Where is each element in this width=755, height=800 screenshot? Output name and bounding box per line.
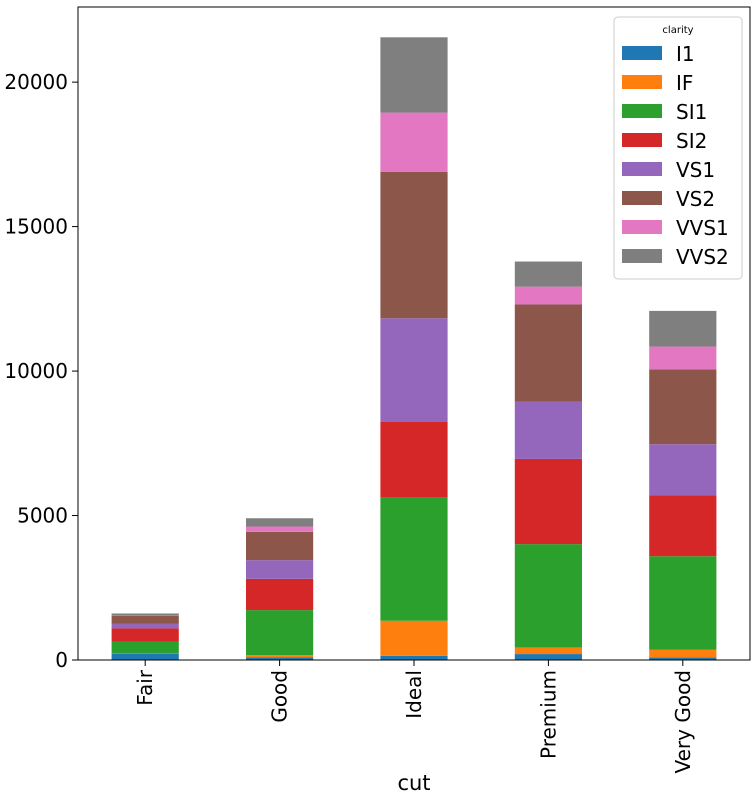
bar-segment-fair-vs1 (111, 623, 179, 629)
bar-segment-good-si1 (246, 610, 314, 656)
bar-segment-very-good-i1 (649, 657, 717, 660)
legend-swatch-vs1 (622, 162, 662, 176)
bar-segment-good-si2 (246, 578, 314, 611)
y-tick-label: 5000 (17, 504, 68, 528)
legend-label-si1: SI1 (676, 100, 707, 124)
legend-label-i1: I1 (676, 42, 695, 66)
x-axis-title: cut (397, 771, 430, 795)
bars-layer (111, 37, 717, 660)
bar-segment-premium-vvs1 (514, 286, 582, 305)
bar-segment-premium-i1 (514, 654, 582, 660)
bar-segment-very-good-vvs2 (649, 310, 717, 347)
legend-swatch-vs2 (622, 191, 662, 205)
legend-label-vs2: VS2 (676, 187, 715, 211)
y-tick-label: 15000 (4, 215, 68, 239)
bar-segment-fair-si2 (111, 628, 179, 642)
bar-segment-good-i1 (246, 657, 314, 660)
legend-swatch-i1 (622, 46, 662, 60)
bar-segment-fair-i1 (111, 653, 179, 660)
legend-label-vs1: VS1 (676, 158, 715, 182)
bar-segment-ideal-vvs2 (380, 37, 448, 113)
legend-label-vvs1: VVS1 (676, 216, 729, 240)
legend-title: clarity (662, 25, 693, 36)
bar-segment-premium-vs1 (514, 401, 582, 459)
bar-segment-good-vs1 (246, 560, 314, 579)
bar-segment-premium-si2 (514, 458, 582, 545)
bar-segment-premium-vvs2 (514, 261, 582, 287)
bar-segment-ideal-si1 (380, 497, 448, 621)
y-tick-label: 0 (55, 648, 68, 672)
legend: clarity I1 IF SI1 SI2 VS1 VS2 VVS1 VVS2 (613, 16, 743, 280)
bar-segment-ideal-vs2 (380, 171, 448, 319)
bar-segment-ideal-vs1 (380, 318, 448, 422)
bar-segment-good-vs2 (246, 531, 314, 561)
legend-swatch-si1 (622, 104, 662, 118)
bar-segment-premium-si1 (514, 544, 582, 648)
y-axis: 0 5000 10000 15000 20000 (4, 70, 78, 672)
bar-segment-fair-si1 (111, 641, 179, 654)
bar-segment-good-vvs2 (246, 518, 314, 527)
legend-swatch-if (622, 75, 662, 89)
x-tick-label: Ideal (402, 670, 426, 719)
bar-segment-very-good-if (649, 649, 717, 658)
legend-label-if: IF (676, 71, 693, 95)
x-axis: Fair Good Ideal Premium Very Good (133, 660, 695, 774)
x-tick-label: Good (268, 670, 292, 723)
y-tick-label: 10000 (4, 359, 68, 383)
bar-segment-ideal-vvs1 (380, 112, 448, 172)
bar-segment-fair-vvs2 (111, 613, 179, 616)
y-tick-label: 20000 (4, 70, 68, 94)
bar-segment-ideal-if (380, 620, 448, 656)
bar-segment-very-good-vvs1 (649, 346, 717, 370)
legend-swatch-si2 (622, 133, 662, 147)
legend-label-si2: SI2 (676, 129, 707, 153)
x-tick-label: Fair (133, 669, 157, 705)
bar-segment-fair-vs2 (111, 615, 179, 624)
legend-swatch-vvs2 (622, 249, 662, 263)
bar-segment-ideal-i1 (380, 655, 448, 660)
bar-segment-very-good-si2 (649, 495, 717, 557)
bar-segment-very-good-vs2 (649, 369, 717, 445)
bar-segment-premium-vs2 (514, 304, 582, 402)
bar-segment-ideal-si2 (380, 421, 448, 498)
bar-segment-good-if (246, 655, 314, 658)
x-tick-label: Premium (536, 670, 560, 759)
bar-segment-good-vvs1 (246, 526, 314, 532)
legend-swatch-vvs1 (622, 220, 662, 234)
bar-segment-very-good-vs1 (649, 444, 717, 496)
x-tick-label: Very Good (671, 670, 695, 774)
bar-segment-premium-if (514, 647, 582, 655)
bar-segment-very-good-si1 (649, 556, 717, 650)
legend-label-vvs2: VVS2 (676, 245, 729, 269)
